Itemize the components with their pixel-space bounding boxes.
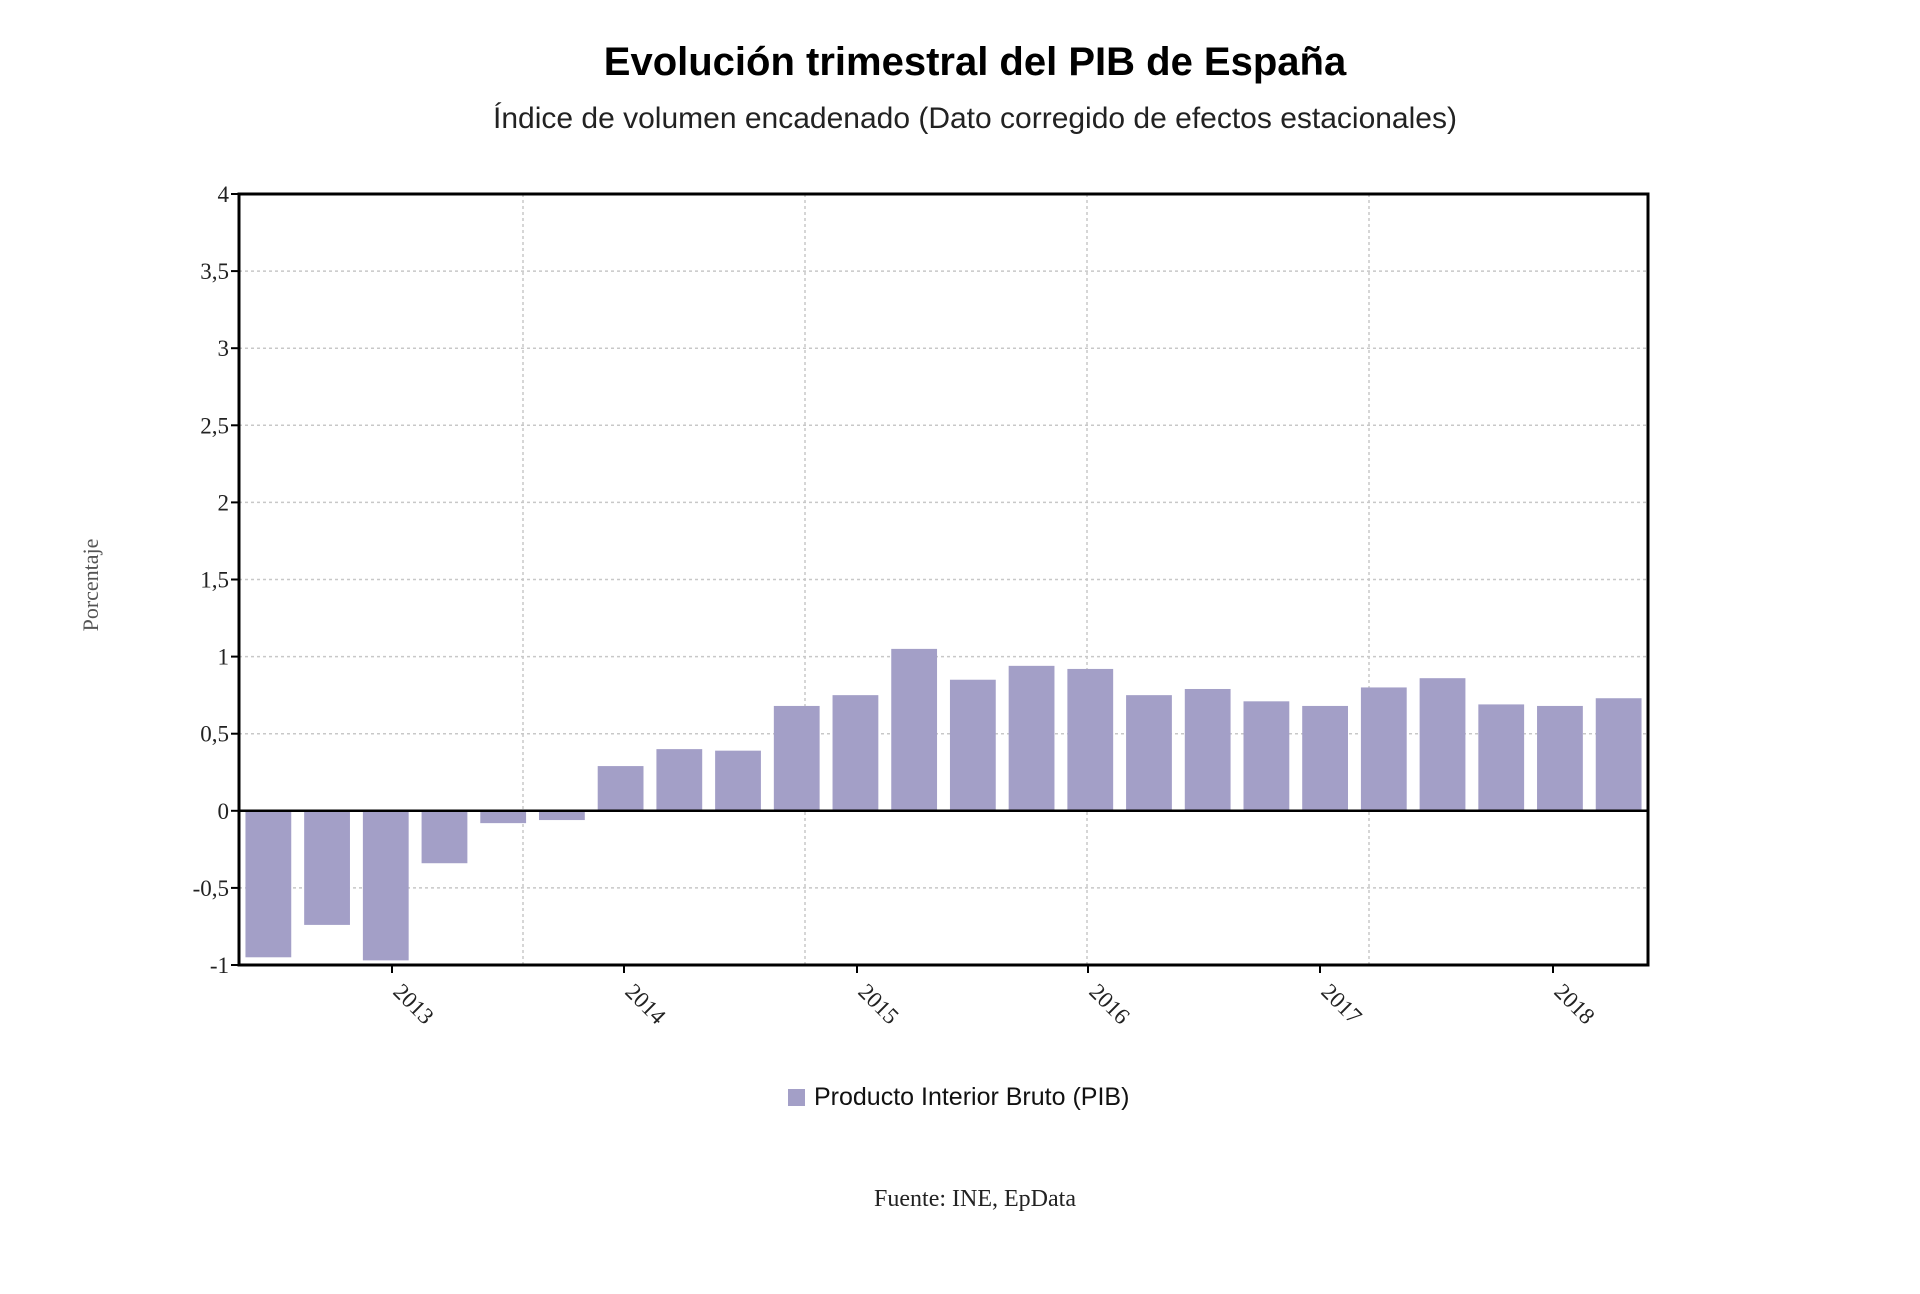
bar [304,810,350,925]
y-tick-label: 1,5 [200,568,229,593]
legend: Producto Interior Bruto (PIB) [788,1083,1129,1112]
x-tick-label: 2017 [1316,979,1366,1029]
y-tick-label: 3,5 [200,259,229,284]
bar [715,750,761,811]
y-tick-label: -0,5 [193,876,229,901]
bar [1537,705,1583,811]
bar [362,810,409,961]
bar [421,810,468,864]
bar [891,648,938,811]
bar [538,810,585,821]
bar [773,705,820,811]
bar [1302,705,1349,811]
bar-layer [245,648,1642,961]
axis-layer: -1 -0,5 0 0,5 1 1,5 2 2,5 3 3,5 4 2013 2014 2015 2016 2… [193,182,1650,1030]
y-tick-label: 0,5 [200,722,229,747]
x-tick-label: 2016 [1084,979,1134,1029]
y-tick-label: 2,5 [200,413,229,438]
y-tick-label: 3 [218,336,230,361]
x-tick-label: 2014 [620,979,671,1030]
bar [480,810,527,824]
bar [1008,665,1055,811]
y-tick-label: -1 [210,953,229,978]
y-tick-label: 0 [218,799,230,824]
bar [1360,687,1407,811]
bar [832,695,879,811]
x-tick-label: 2015 [853,979,903,1029]
bar [656,749,703,811]
bar [1419,678,1466,811]
chart-title: Evolución trimestral del PIB de España [603,40,1347,84]
bar [1126,695,1172,811]
bar [597,766,644,811]
legend-label: Producto Interior Bruto (PIB) [814,1083,1130,1111]
source-note: Fuente: INE, EpData [874,1186,1076,1212]
bar [1243,701,1290,811]
y-tick-label: 2 [218,490,230,515]
grid-layer [239,194,1648,965]
bar [245,810,292,958]
bar [1184,688,1231,811]
y-tick-label: 1 [218,645,230,670]
legend-swatch [788,1089,805,1106]
y-tick-label: 4 [218,182,230,207]
plot-frame [237,192,1650,967]
bar [1478,704,1525,811]
bar [1595,698,1642,811]
x-tick-label: 2013 [388,979,438,1029]
chart-subtitle: Índice de volumen encadenado (Dato corre… [493,102,1457,135]
x-tick-label: 2018 [1549,979,1599,1029]
bar [1067,668,1114,811]
y-axis-label: Porcentaje [78,539,103,632]
bar [949,679,996,811]
